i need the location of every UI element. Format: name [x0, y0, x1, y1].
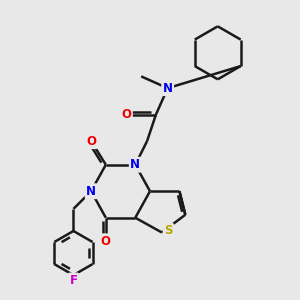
Text: O: O [86, 135, 96, 148]
Text: N: N [130, 158, 140, 171]
Text: N: N [163, 82, 173, 95]
Text: O: O [101, 235, 111, 248]
Text: N: N [86, 185, 96, 198]
Text: F: F [69, 274, 77, 287]
Text: S: S [164, 224, 172, 238]
Text: O: O [122, 108, 131, 121]
